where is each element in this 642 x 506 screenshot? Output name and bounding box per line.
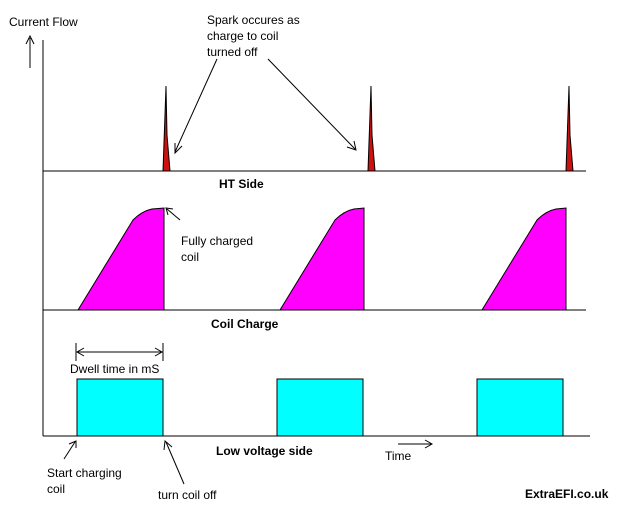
ht-side-label: HT Side (219, 177, 264, 191)
dwell-time-label: Dwell time in mS (70, 362, 159, 376)
turn-coil-off-label: turn coil off (158, 488, 217, 502)
spark-note-line3: turned off (207, 45, 258, 59)
low-voltage-pulse (76, 378, 164, 437)
low-voltage-side-label: Low voltage side (216, 444, 313, 458)
low-voltage-pulse (476, 378, 564, 437)
spark-note-line1: Spark occures as (207, 13, 300, 27)
fully-charged-line2: coil (181, 250, 199, 264)
start-charging-line1: Start charging (47, 466, 122, 480)
spark-spike (565, 85, 574, 172)
current-flow-arrowhead (25, 34, 35, 45)
coil-charge-ramp (481, 207, 567, 311)
start-charging-pointer (63, 440, 77, 460)
time-label: Time (385, 449, 412, 463)
fully-charged-pointer (165, 207, 181, 221)
dwell-dimension (75, 343, 164, 361)
coil-charge-label: Coil Charge (211, 317, 279, 331)
turn-off-pointer (163, 440, 185, 485)
coil-charge-ramp (279, 207, 365, 311)
low-voltage-pulses (76, 378, 564, 437)
coil-charge-ramps (77, 207, 567, 311)
spark-spike (367, 85, 376, 172)
time-arrow (398, 439, 434, 449)
spark-pointers (174, 58, 357, 155)
current-flow-label: Current Flow (9, 15, 78, 29)
spark-spike (162, 85, 171, 172)
fully-charged-line1: Fully charged (181, 234, 253, 248)
spark-spikes (162, 85, 574, 172)
coil-charge-ramp (77, 207, 165, 311)
low-voltage-pulse (276, 378, 364, 437)
brand-label: ExtraEFI.co.uk (525, 487, 609, 501)
start-charging-line2: coil (47, 482, 65, 496)
spark-note-line2: charge to coil (207, 29, 278, 43)
